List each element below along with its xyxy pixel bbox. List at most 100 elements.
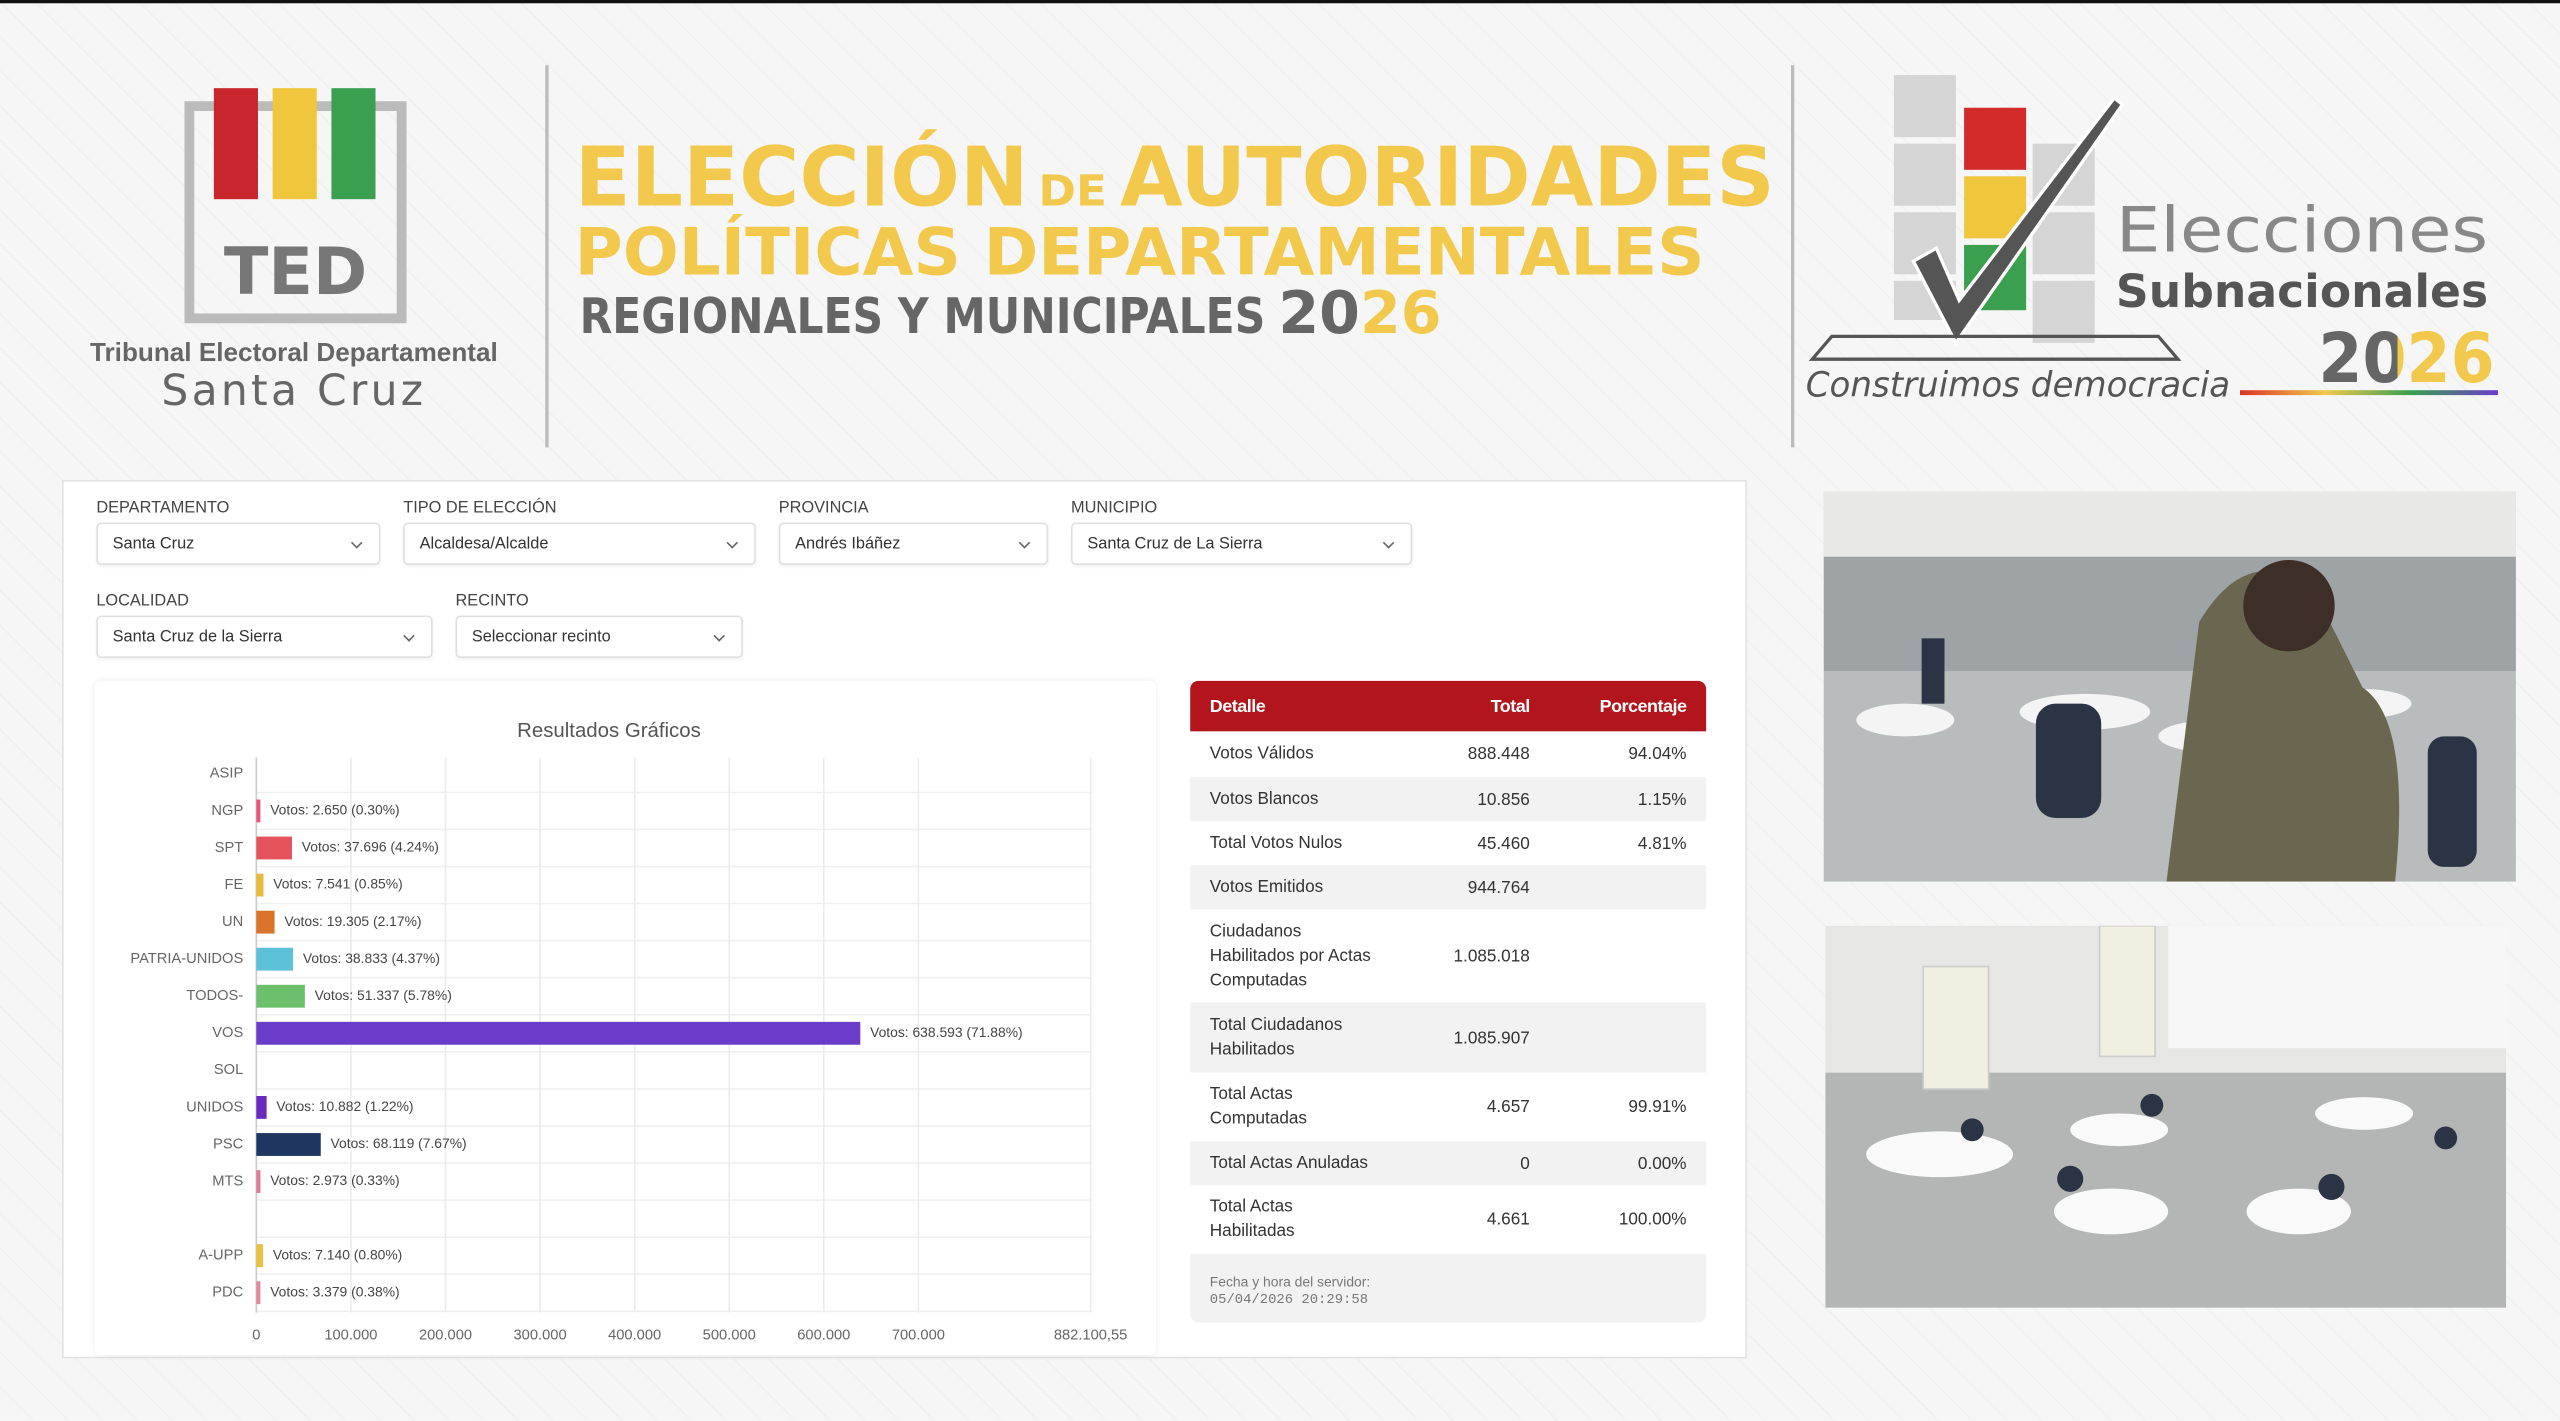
y-tick-label: PATRIA-UNIDOS bbox=[130, 951, 243, 967]
table-cell: 1.085.018 bbox=[1453, 946, 1530, 966]
table-row: Total Actas Computadas 4.657 99.91% bbox=[1190, 1072, 1707, 1142]
table-cell: Votos Emitidos bbox=[1209, 876, 1324, 897]
table-cell: 888.448 bbox=[1467, 744, 1530, 765]
data-label: Votos: 19.305 (2.17%) bbox=[284, 913, 421, 929]
column-header: Porcentaje bbox=[1599, 696, 1687, 716]
table-cell: 10.856 bbox=[1477, 789, 1530, 809]
table-cell: 1.15% bbox=[1637, 789, 1687, 809]
table-row: Votos Válidos 888.448 94.04% bbox=[1190, 731, 1707, 778]
data-label: Votos: 7.140 (0.80%) bbox=[273, 1246, 402, 1262]
title: ELECCIÓN DE AUTORIDADES POLÍTICAS DEPART… bbox=[575, 129, 1775, 347]
filter-dropdown[interactable]: Andrés Ibáñez bbox=[778, 522, 1049, 565]
x-tick-label: 300.000 bbox=[514, 1327, 567, 1343]
bar bbox=[256, 1095, 267, 1119]
bar bbox=[256, 947, 294, 971]
bar bbox=[256, 910, 275, 934]
filter-dropdown[interactable]: Seleccionar recinto bbox=[455, 615, 743, 658]
slogan: Construimos democracia bbox=[1806, 366, 2230, 406]
table-cell: 1.085.907 bbox=[1453, 1027, 1530, 1048]
filter-dropdown[interactable]: Santa Cruz bbox=[96, 522, 381, 565]
filter-dropdown[interactable]: Santa Cruz de la Sierra bbox=[96, 615, 433, 658]
camera-photo bbox=[1823, 491, 2516, 882]
data-label: Votos: 10.882 (1.22%) bbox=[276, 1098, 413, 1114]
filter-label: DEPARTAMENTO bbox=[96, 499, 230, 518]
y-tick-label: ASIP bbox=[210, 766, 244, 782]
title-line: POLÍTICAS DEPARTAMENTALES bbox=[575, 212, 1705, 290]
logo-year: 2026 bbox=[2318, 319, 2494, 399]
camera-photo bbox=[1825, 925, 2507, 1308]
footer-text: 05/04/2026 20:29:58 bbox=[1209, 1291, 1369, 1308]
table-cell: Total Ciudadanos Habilitados bbox=[1209, 1014, 1343, 1059]
y-tick-label: A-UPP bbox=[198, 1248, 243, 1264]
y-tick-label: TODOS- bbox=[186, 988, 243, 1004]
table-cell: 0 bbox=[1520, 1153, 1530, 1174]
table-row: Ciudadanos Habilitados por Actas Computa… bbox=[1190, 909, 1707, 1003]
logo-line: Subnacionales bbox=[2116, 265, 2488, 318]
table-cell: Total Actas Anuladas bbox=[1209, 1152, 1369, 1173]
logo-left: TED Tribunal Electoral Departamental San… bbox=[90, 88, 498, 416]
table-row: Total Ciudadanos Habilitados 1.085.907 bbox=[1190, 1002, 1707, 1073]
table-cell: 94.04% bbox=[1628, 744, 1687, 765]
filter-label: TIPO DE ELECCIÓN bbox=[403, 499, 557, 518]
filter-dropdown[interactable]: Alcaldesa/Alcalde bbox=[403, 522, 756, 565]
y-tick-label: MTS bbox=[212, 1173, 243, 1189]
chart: Resultados Gráficos 0 100.000 200.000 300.0… bbox=[130, 720, 1127, 1344]
column-header: Total bbox=[1490, 696, 1531, 716]
bar bbox=[256, 799, 261, 823]
y-tick-label: UN bbox=[222, 914, 243, 930]
data-label: Votos: 68.119 (7.67%) bbox=[331, 1135, 467, 1151]
footer-text: Fecha y hora del servidor: bbox=[1209, 1273, 1371, 1290]
x-tick-label: 100.000 bbox=[324, 1327, 377, 1343]
bar bbox=[256, 1244, 264, 1268]
data-label: Votos: 51.337 (5.78%) bbox=[315, 987, 452, 1003]
bar bbox=[256, 836, 292, 860]
table-cell: Total Actas Computadas bbox=[1209, 1084, 1308, 1129]
table-cell: Total Actas Habilitadas bbox=[1209, 1196, 1295, 1241]
y-tick-label: VOS bbox=[212, 1025, 243, 1041]
table-cell: Total Votos Nulos bbox=[1209, 832, 1343, 853]
x-tick-label: 700.000 bbox=[892, 1327, 945, 1343]
table-cell: 99.91% bbox=[1628, 1097, 1687, 1117]
table-cell: 45.460 bbox=[1477, 833, 1530, 854]
table-cell: 4.661 bbox=[1486, 1209, 1530, 1230]
bar bbox=[256, 1281, 261, 1305]
y-tick-label: PSC bbox=[213, 1136, 244, 1152]
table-cell: 100.00% bbox=[1618, 1209, 1687, 1230]
table-row: Total Votos Nulos 45.460 4.81% bbox=[1190, 821, 1707, 866]
header: TED Tribunal Electoral Departamental San… bbox=[90, 65, 2498, 448]
data-label: Votos: 38.833 (4.37%) bbox=[303, 950, 440, 966]
y-tick-label: FE bbox=[224, 877, 243, 893]
logo-place: Santa Cruz bbox=[161, 367, 426, 416]
table-header: Detalle Total Porcentaje bbox=[1190, 680, 1707, 732]
title-line: REGIONALES Y MUNICIPALES bbox=[580, 288, 1266, 345]
bar bbox=[256, 1133, 321, 1156]
data-label: Votos: 2.973 (0.33%) bbox=[270, 1172, 399, 1188]
data-label: Votos: 3.379 (0.38%) bbox=[270, 1283, 399, 1299]
table-row: Votos Blancos 10.856 1.15% bbox=[1190, 777, 1707, 822]
table-row: Votos Emitidos 944.764 bbox=[1190, 865, 1707, 910]
filter-label: RECINTO bbox=[455, 592, 529, 611]
table-cell: Votos Blancos bbox=[1209, 788, 1319, 809]
table-cell: 944.764 bbox=[1467, 877, 1530, 898]
x-tick-label: 400.000 bbox=[608, 1327, 661, 1343]
y-tick-label: NGP bbox=[211, 803, 243, 819]
y-tick-label: SPT bbox=[215, 840, 244, 856]
bar bbox=[256, 1170, 261, 1193]
logo-right: Elecciones Subnacionales 2026 Construimo… bbox=[1806, 75, 2498, 406]
data-label: Votos: 638.593 (71.88%) bbox=[870, 1024, 1023, 1040]
bar bbox=[256, 984, 305, 1008]
title-connector: DE bbox=[1038, 168, 1107, 217]
table-row: Total Actas Anuladas 0 0.00% bbox=[1190, 1141, 1707, 1186]
table-cell: 4.657 bbox=[1486, 1097, 1530, 1117]
table-cell: 4.81% bbox=[1637, 833, 1687, 854]
logo-name: Tribunal Electoral Departamental bbox=[90, 337, 498, 367]
filter-label: LOCALIDAD bbox=[96, 592, 189, 611]
logo-acronym: TED bbox=[224, 234, 367, 310]
bar bbox=[256, 873, 264, 897]
data-label: Votos: 2.650 (0.30%) bbox=[270, 802, 399, 818]
table-cell: Ciudadanos Habilitados por Actas Computa… bbox=[1209, 920, 1371, 990]
filter-dropdown[interactable]: Santa Cruz de La Sierra bbox=[1071, 522, 1413, 565]
logo-line: Elecciones bbox=[2116, 193, 2488, 266]
